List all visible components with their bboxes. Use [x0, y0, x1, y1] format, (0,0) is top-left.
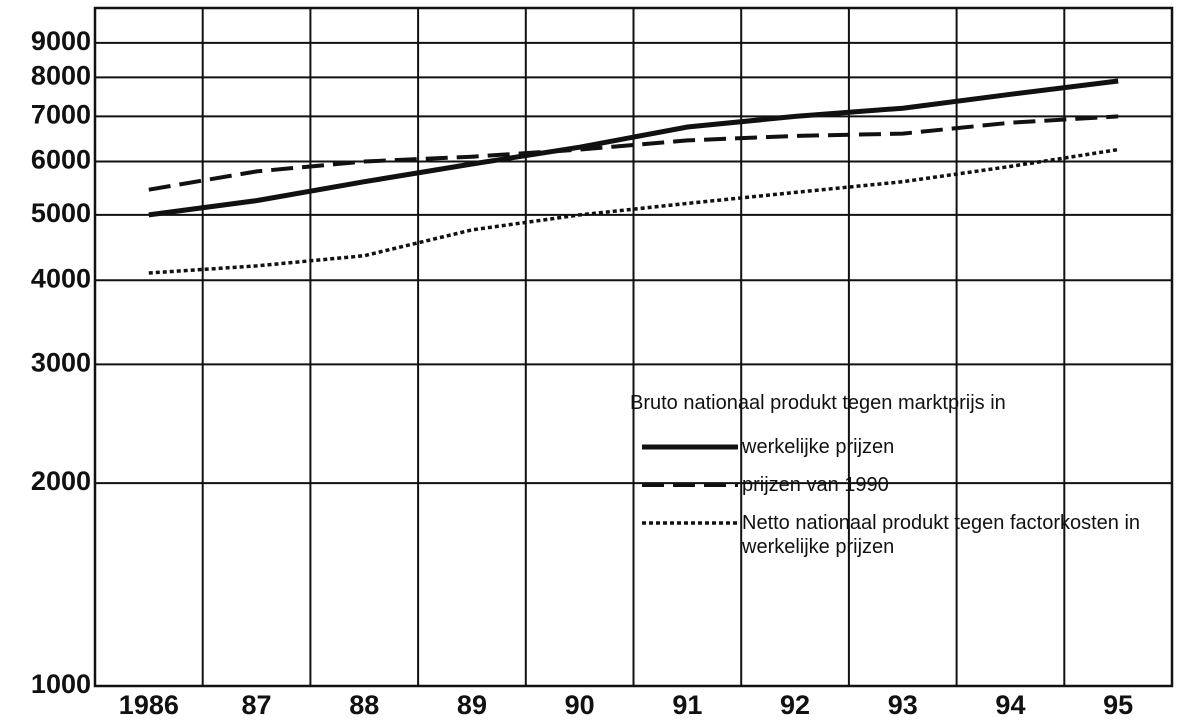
- y-tick-label: 9000: [31, 26, 91, 56]
- x-tick-label: 89: [457, 690, 487, 720]
- legend-label: prijzen van 1990: [742, 474, 889, 496]
- x-tick-label: 88: [349, 690, 379, 720]
- y-tick-label: 8000: [31, 60, 91, 90]
- x-tick-label: 92: [780, 690, 810, 720]
- y-tick-label: 1000: [31, 669, 91, 699]
- legend-swatch: [642, 521, 738, 525]
- legend-item: werkelijke prijzen: [630, 435, 1175, 459]
- series-line: [148, 147, 1119, 275]
- x-tick-label: 93: [888, 690, 918, 720]
- series-line: [148, 114, 1119, 192]
- series-line: [148, 78, 1119, 218]
- x-tick-label: 1986: [119, 690, 179, 720]
- y-tick-label: 5000: [31, 198, 91, 228]
- x-tick-label: 94: [995, 690, 1025, 720]
- legend-swatch: [642, 444, 738, 450]
- y-tick-label: 4000: [31, 263, 91, 293]
- x-tick-label: 90: [565, 690, 595, 720]
- legend-title: Bruto nationaal produkt tegen marktprijs…: [630, 392, 1006, 414]
- legend-item: prijzen van 1990: [630, 473, 1175, 497]
- legend-label: werkelijke prijzen: [742, 436, 895, 458]
- legend-swatch: [642, 483, 738, 487]
- y-tick-label: 7000: [31, 100, 91, 130]
- x-tick-label: 91: [672, 690, 702, 720]
- legend: Bruto nationaal produkt tegen marktprijs…: [630, 392, 1175, 573]
- y-tick-label: 6000: [31, 145, 91, 175]
- y-tick-label: 3000: [31, 348, 91, 378]
- x-tick-label: 87: [242, 690, 272, 720]
- legend-item: Netto nationaal produkt tegen factorkost…: [630, 511, 1175, 559]
- x-tick-label: 95: [1103, 690, 1133, 720]
- legend-label: Netto nationaal produkt tegen factorkost…: [742, 512, 1141, 558]
- y-tick-label: 2000: [31, 466, 91, 496]
